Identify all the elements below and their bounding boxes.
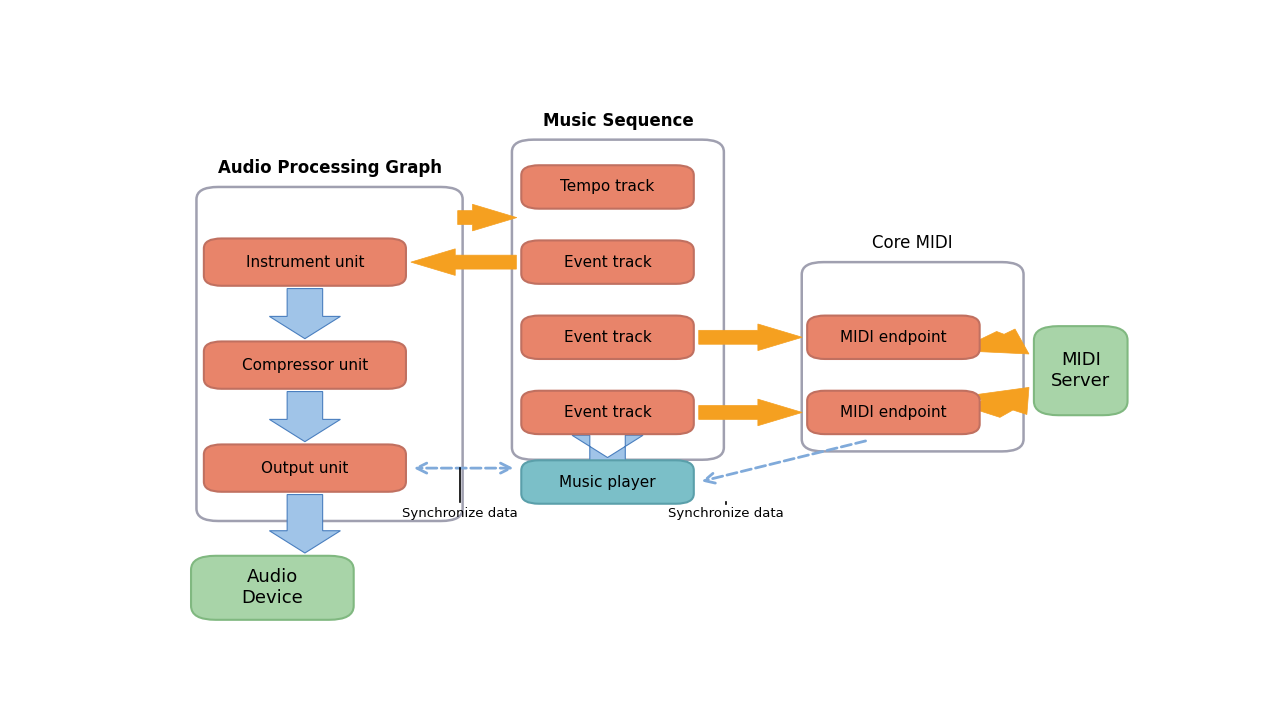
Polygon shape — [458, 205, 516, 231]
Text: Event track: Event track — [563, 254, 651, 270]
FancyBboxPatch shape — [204, 445, 406, 492]
Text: Audio
Device: Audio Device — [242, 568, 303, 607]
FancyBboxPatch shape — [511, 140, 724, 460]
Text: Core MIDI: Core MIDI — [873, 234, 953, 252]
Text: MIDI
Server: MIDI Server — [1051, 351, 1110, 390]
Polygon shape — [969, 329, 1029, 354]
FancyBboxPatch shape — [1034, 326, 1127, 415]
FancyBboxPatch shape — [191, 556, 354, 620]
Text: Music Sequence: Music Sequence — [543, 111, 693, 129]
FancyBboxPatch shape — [522, 390, 693, 434]
FancyBboxPatch shape — [808, 315, 979, 359]
Polygon shape — [270, 495, 341, 553]
Text: Music player: Music player — [560, 474, 656, 489]
FancyBboxPatch shape — [204, 341, 406, 389]
Polygon shape — [698, 399, 803, 426]
Text: Event track: Event track — [563, 405, 651, 420]
FancyBboxPatch shape — [801, 262, 1024, 451]
FancyBboxPatch shape — [522, 461, 693, 504]
Text: Compressor unit: Compressor unit — [242, 358, 368, 372]
Text: MIDI endpoint: MIDI endpoint — [840, 405, 946, 420]
FancyBboxPatch shape — [522, 241, 693, 284]
Text: Audio Processing Graph: Audio Processing Graph — [218, 159, 441, 177]
Polygon shape — [270, 288, 341, 338]
Polygon shape — [270, 392, 341, 442]
Text: MIDI endpoint: MIDI endpoint — [840, 330, 946, 345]
Polygon shape — [968, 388, 1029, 417]
FancyBboxPatch shape — [522, 315, 693, 359]
Text: Event track: Event track — [563, 330, 651, 345]
Polygon shape — [698, 324, 803, 351]
FancyBboxPatch shape — [204, 239, 406, 286]
FancyBboxPatch shape — [808, 390, 979, 434]
Text: Synchronize data: Synchronize data — [402, 507, 518, 520]
Polygon shape — [572, 435, 644, 463]
Text: Synchronize data: Synchronize data — [668, 507, 784, 520]
Text: Instrument unit: Instrument unit — [245, 254, 364, 270]
FancyBboxPatch shape — [196, 187, 463, 521]
FancyBboxPatch shape — [522, 166, 693, 209]
Polygon shape — [411, 249, 516, 275]
Text: Output unit: Output unit — [261, 461, 349, 476]
Text: Tempo track: Tempo track — [561, 179, 655, 194]
